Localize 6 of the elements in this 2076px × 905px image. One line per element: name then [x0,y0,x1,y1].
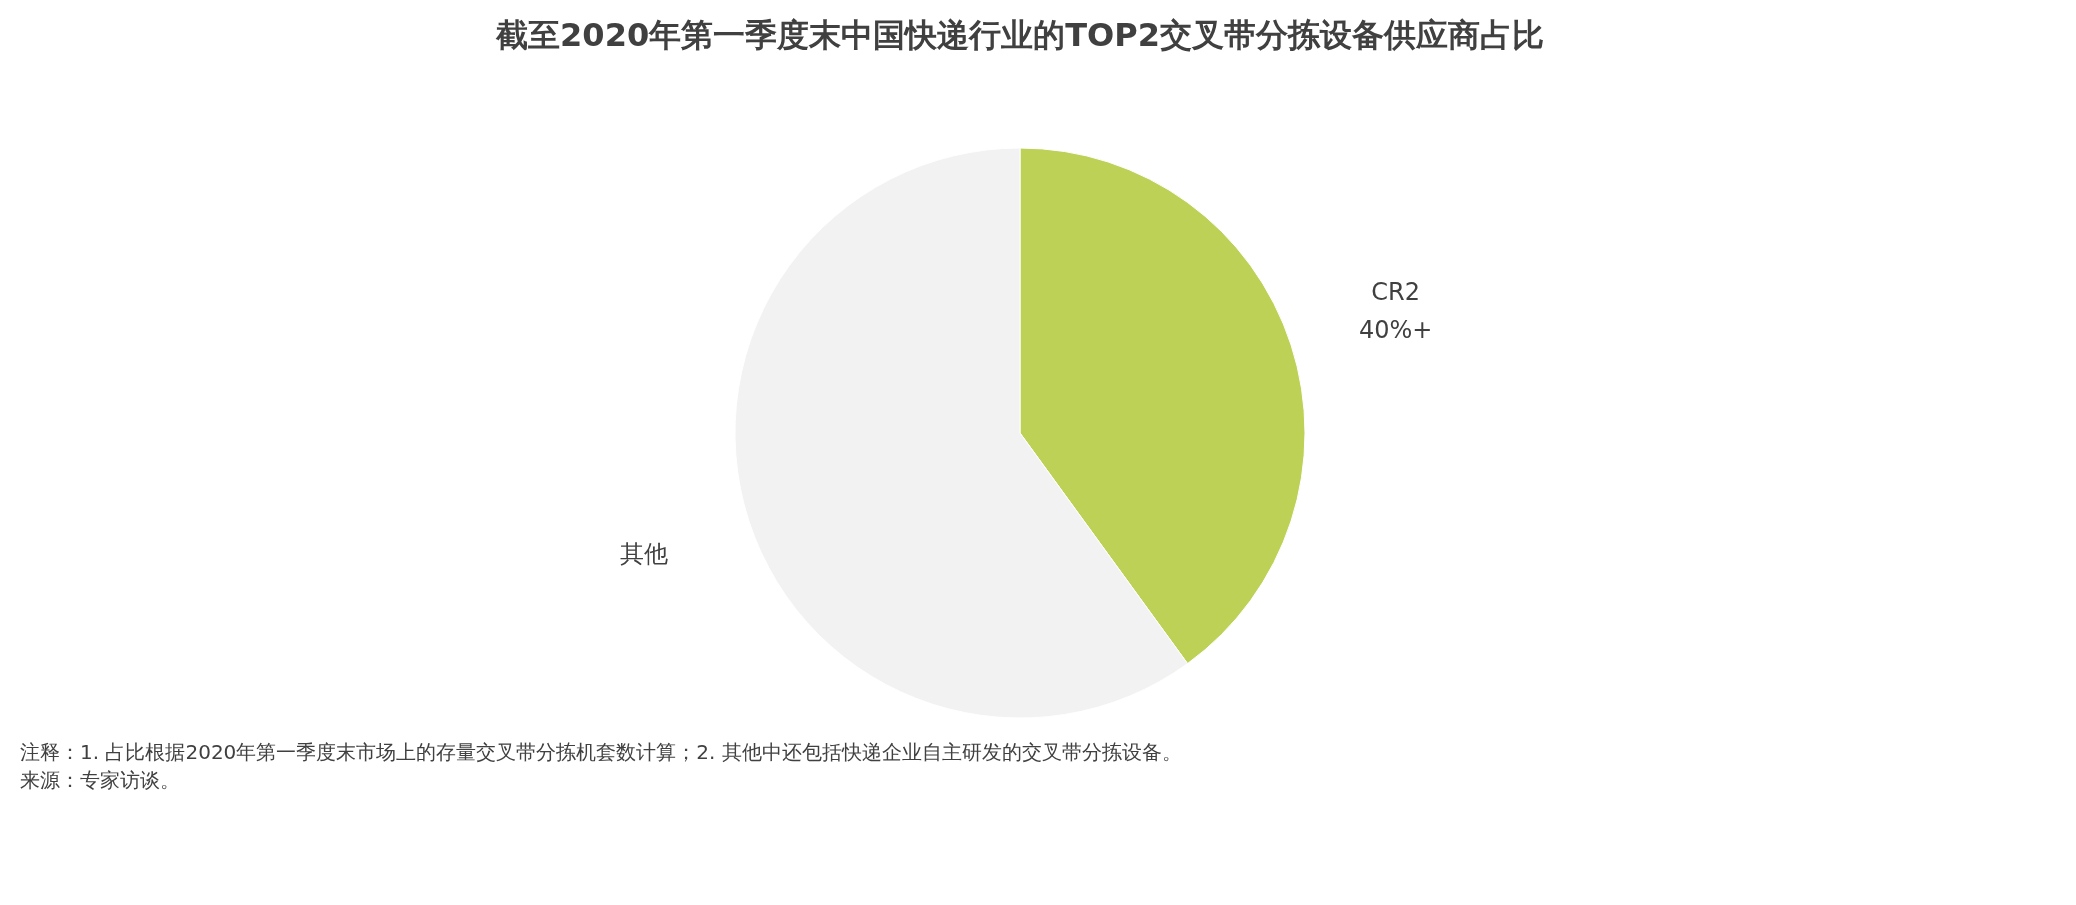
source-note: 来源：专家访谈。 [20,768,180,792]
text: 注释：1. 占比根据2020年第一季度末市场上的存量交叉带分拣机套数计算；2. 其他中还包括快递企业自主研发的交叉带分拣设备。 [20,740,1182,764]
chart-title: 截至2020年第一季度末中国快递行业的TOP2交叉带分拣设备供应商占比 [495,16,1544,54]
data-label: 40%+ [1358,315,1433,344]
slice-label: CR2 [1371,277,1421,306]
slice-label: 其他 [620,540,669,569]
